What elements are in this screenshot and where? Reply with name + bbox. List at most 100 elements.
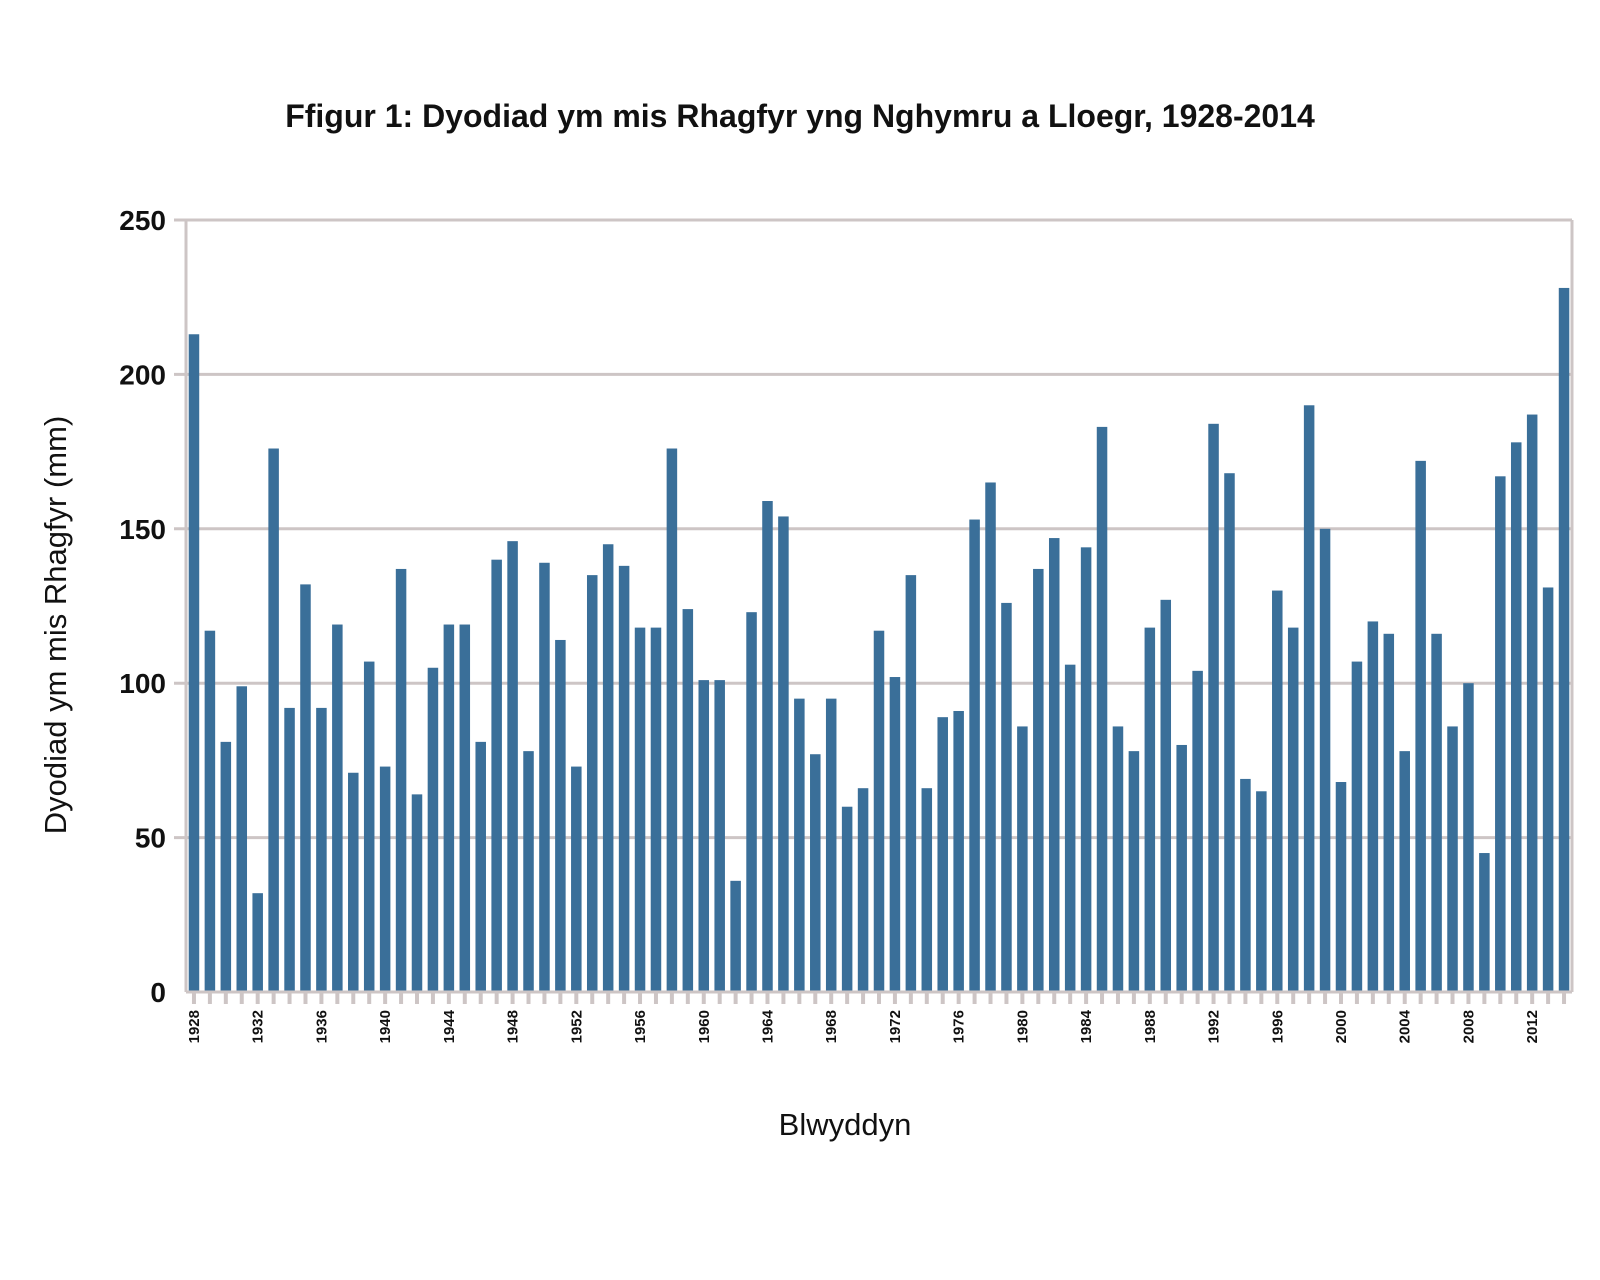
y-tick-label: 100: [119, 668, 166, 699]
bar: [1319, 528, 1331, 992]
x-tick-label: 1960: [696, 1010, 713, 1043]
x-tick-label: 1948: [505, 1010, 522, 1043]
x-tick-label: 1932: [250, 1010, 267, 1043]
bar: [1367, 621, 1379, 992]
y-tick-label: 0: [150, 977, 166, 1008]
bar: [618, 565, 630, 992]
bar: [985, 482, 996, 992]
x-tick-label: 1944: [441, 1009, 458, 1043]
axes: [184, 220, 1574, 1004]
x-tick-label: 1980: [1014, 1010, 1031, 1043]
bar: [666, 448, 678, 993]
bar: [252, 893, 263, 992]
bar: [411, 794, 423, 992]
bar: [1479, 853, 1490, 992]
bar: [1192, 670, 1203, 992]
bar: [1128, 751, 1140, 992]
bar: [1144, 627, 1156, 992]
bar: [602, 544, 614, 992]
x-tick-label: 2012: [1524, 1010, 1541, 1043]
x-tick-label: 1984: [1078, 1009, 1095, 1043]
bar: [571, 766, 582, 992]
y-tick-label: 150: [119, 514, 166, 545]
x-tick-label: 1988: [1142, 1010, 1159, 1043]
bar: [1017, 726, 1028, 992]
bar: [841, 806, 853, 992]
bar: [1064, 664, 1076, 992]
bars: [188, 287, 1570, 993]
bar: [1048, 538, 1060, 992]
bar: [284, 707, 295, 992]
bar: [1112, 726, 1124, 992]
bar: [188, 334, 200, 993]
bar: [937, 717, 948, 992]
bar: [1558, 287, 1570, 992]
bar: [969, 519, 980, 992]
bar: [634, 627, 646, 992]
bar: [555, 639, 566, 992]
bar: [586, 575, 598, 992]
bar: [539, 562, 550, 992]
bar: [379, 766, 391, 992]
bar: [1447, 726, 1458, 992]
y-tick-label: 250: [119, 205, 166, 236]
bar: [698, 680, 710, 992]
bar: [427, 667, 439, 992]
bar: [714, 680, 725, 992]
bar: [1287, 627, 1299, 992]
bar: [1208, 423, 1219, 993]
bar: [1303, 405, 1315, 992]
bar: [1033, 568, 1044, 992]
bar: [1495, 476, 1506, 993]
bar: [857, 788, 869, 992]
bar: [1415, 460, 1426, 992]
x-tick-label: 1976: [951, 1010, 968, 1043]
bar: [1080, 547, 1092, 992]
x-tick-label: 1972: [887, 1010, 904, 1043]
x-tick-label: 1928: [186, 1010, 203, 1043]
x-axis-label: Blwyddyn: [779, 1107, 912, 1142]
bar: [905, 575, 917, 992]
bar: [1240, 778, 1251, 992]
gridlines: [174, 218, 1572, 840]
bar: [204, 630, 216, 992]
bar: [1526, 414, 1538, 992]
bar: [825, 698, 837, 992]
bar: [1542, 587, 1554, 992]
bar: [395, 568, 407, 992]
bar: [1256, 791, 1267, 992]
x-tick-label: 1940: [377, 1010, 394, 1043]
bar: [778, 516, 789, 992]
bar: [794, 698, 805, 992]
bar: [459, 624, 471, 992]
bar: [682, 609, 694, 992]
bar: [953, 710, 964, 992]
bar: [475, 741, 486, 992]
bar: [268, 448, 279, 993]
bar: [1001, 602, 1012, 992]
bar: [348, 772, 359, 992]
bar: [332, 624, 343, 992]
bar: [507, 541, 518, 992]
bar: [746, 612, 757, 992]
x-tick-label: 2008: [1460, 1010, 1477, 1043]
x-tick-label: 1992: [1206, 1010, 1223, 1043]
x-tick-label: 1936: [313, 1010, 330, 1043]
y-tick-label: 50: [135, 823, 166, 854]
x-tick-label: 1952: [568, 1010, 585, 1043]
bar: [220, 741, 232, 992]
bar: [1431, 633, 1442, 992]
x-tick-label: 1996: [1269, 1010, 1286, 1043]
tick-labels: 0 50 100 150 200 250 1928 1932 1936 1940 1944 1948 1…: [119, 205, 1541, 1043]
bar: [1096, 426, 1108, 992]
chart-title: Ffigur 1: Dyodiad ym mis Rhagfyr yng Ngh…: [285, 98, 1315, 134]
bar: [1510, 442, 1522, 992]
bar: [316, 707, 327, 992]
x-tick-label: 1964: [759, 1009, 776, 1043]
x-tick-label: 1956: [632, 1010, 649, 1043]
bar: [873, 630, 885, 992]
bar: [1272, 590, 1283, 992]
bar: [1176, 744, 1187, 992]
bar: [236, 686, 248, 992]
